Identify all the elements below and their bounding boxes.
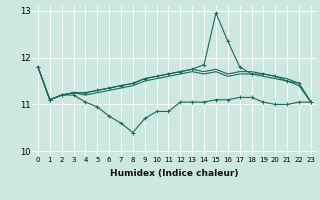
X-axis label: Humidex (Indice chaleur): Humidex (Indice chaleur): [110, 169, 239, 178]
